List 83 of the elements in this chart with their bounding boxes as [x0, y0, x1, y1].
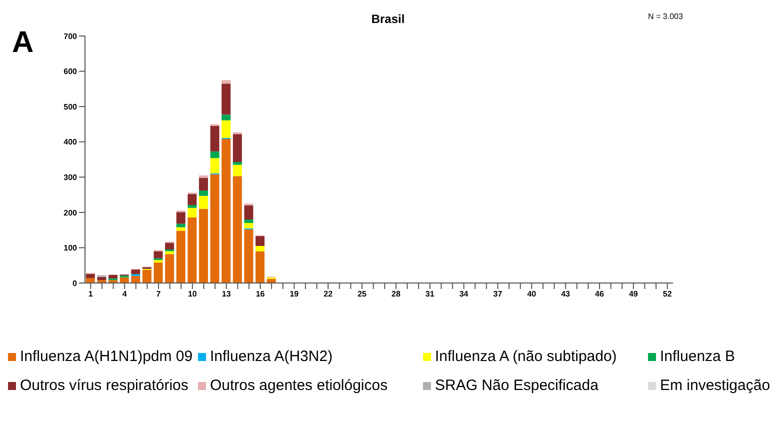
x-tick-label: 40 [527, 290, 537, 299]
bar [154, 251, 163, 258]
bar [232, 164, 242, 176]
x-tick-label: 13 [222, 290, 232, 299]
legend-label: Influenza A(H3N2) [210, 348, 333, 365]
bar [222, 114, 231, 120]
x-tick-label: 4 [122, 290, 128, 299]
bar [244, 219, 254, 224]
x-tick-label: 28 [392, 290, 401, 299]
legend-label: Outros vírus respiratórios [20, 377, 188, 394]
y-tick-label: 300 [64, 172, 78, 182]
x-tick-label: 34 [459, 290, 469, 299]
y-tick-label: 100 [64, 244, 78, 253]
x-tick-label: 31 [425, 290, 435, 299]
bar [210, 174, 220, 283]
legend-label: Influenza A(H1N1)pdm 09 [20, 348, 193, 365]
bar [256, 246, 265, 252]
bar [97, 277, 106, 280]
text: A [12, 26, 34, 60]
bar [154, 260, 163, 263]
legend-label: SRAG Não Especificada [435, 377, 598, 394]
bar [198, 178, 208, 191]
y-tick-label: 600 [64, 67, 78, 76]
x-tick-label: 7 [156, 290, 162, 299]
legend-label: Influenza A (não subtipado) [435, 348, 617, 365]
chart-title: Brasil [371, 12, 405, 26]
bar [210, 126, 220, 152]
bar [142, 270, 152, 283]
bar [188, 208, 197, 218]
x-tick-label: 43 [561, 290, 571, 299]
x-tick-label: 22 [324, 290, 334, 299]
x-tick-label: 52 [662, 290, 672, 299]
bar [176, 230, 186, 283]
bar [165, 242, 174, 250]
bar [188, 205, 197, 208]
legend-label: Outros agentes etiológicos [210, 377, 388, 394]
y-tick-label: 200 [64, 208, 78, 218]
x-tick-label: 46 [595, 290, 604, 299]
x-tick-label: 49 [628, 290, 638, 299]
bar [222, 139, 231, 283]
bar [176, 227, 186, 231]
bar [232, 134, 242, 162]
bar [198, 208, 208, 283]
x-tick-label: 37 [493, 290, 503, 299]
y-tick-label: 0 [72, 278, 78, 288]
bar [188, 194, 197, 206]
bar [198, 175, 208, 178]
bar [154, 262, 163, 283]
bar [176, 224, 186, 228]
bar [131, 276, 140, 283]
bar [86, 278, 95, 283]
bar [244, 205, 254, 220]
x-tick-label: 16 [256, 290, 266, 299]
x-tick-label: 25 [358, 290, 368, 299]
bar [232, 162, 242, 165]
x-tick-label: 1 [88, 290, 94, 299]
bar [198, 190, 208, 196]
legend-label: Influenza B [660, 348, 736, 365]
bar [210, 151, 220, 158]
bar [222, 84, 231, 115]
bar [108, 274, 118, 278]
bar [131, 270, 140, 274]
y-tick-label: 400 [64, 138, 78, 147]
bar [256, 251, 265, 283]
y-tick-label: 700 [64, 32, 78, 41]
bar [244, 223, 254, 228]
bar [222, 120, 231, 138]
y-tick-label: 500 [64, 102, 78, 112]
bar [165, 251, 174, 254]
text: N = 3.003 [648, 12, 683, 21]
bar [256, 236, 265, 246]
bar [198, 196, 208, 209]
bar [165, 254, 174, 283]
bar [232, 176, 242, 283]
bar [86, 274, 95, 278]
legend-label: Em investigação [660, 377, 770, 394]
x-tick-label: 19 [290, 290, 300, 299]
bar [176, 212, 186, 224]
x-tick-label: 10 [188, 290, 198, 299]
bar [222, 80, 231, 84]
bar [188, 217, 197, 283]
bar [210, 158, 220, 174]
bar [244, 229, 254, 283]
